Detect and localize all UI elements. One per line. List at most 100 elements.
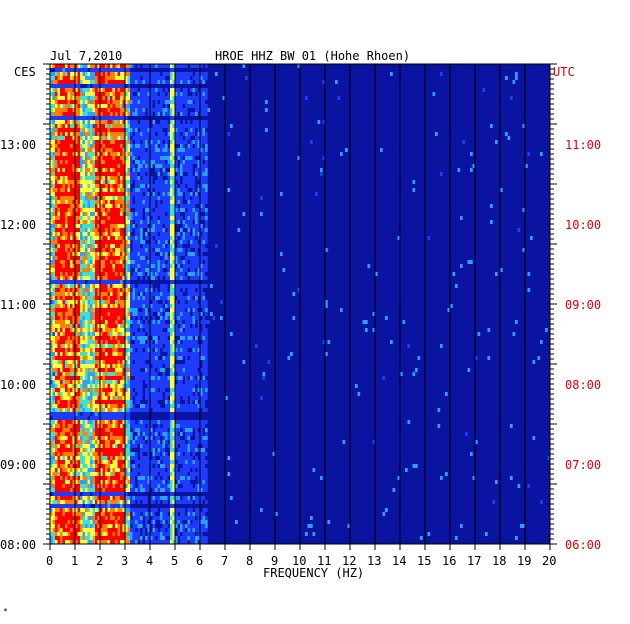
spectrogram-cell [50, 100, 53, 104]
spectrogram-cell [115, 108, 118, 112]
spectrogram-cell [115, 68, 118, 72]
spectrogram-cell [165, 332, 168, 336]
spectrogram-cell [220, 300, 223, 304]
spectrogram-cell [125, 188, 128, 192]
spectrogram-cell [135, 236, 138, 240]
spectrogram-cell [100, 160, 103, 164]
spectrogram-cell [137, 152, 141, 156]
spectrogram-cell [75, 324, 78, 328]
spectrogram-cell [172, 368, 176, 372]
spectrogram-cell [150, 144, 153, 148]
spectrogram-cell [115, 228, 118, 232]
spectrogram-cell [182, 72, 186, 76]
spectrogram-cell [157, 256, 161, 260]
spectrogram-cell [180, 124, 183, 128]
spectrogram-cell [60, 400, 63, 404]
spectrogram-cell [190, 384, 193, 388]
spectrogram-cell [160, 128, 163, 132]
spectrogram-cell [160, 328, 163, 332]
spectrogram-cell [102, 152, 106, 156]
spectrogram-cell [137, 204, 141, 208]
spectrogram-cell [95, 152, 98, 156]
spectrogram-cell [175, 308, 178, 312]
spectrogram-cell [165, 400, 168, 404]
spectrogram-cell [142, 108, 146, 112]
spectrogram-cell [155, 192, 158, 196]
spectrogram-cell [97, 204, 101, 208]
spectrogram-cell [127, 364, 131, 368]
spectrogram-cell [120, 192, 123, 196]
spectrogram-cell [175, 192, 178, 196]
spectrogram-cell [262, 376, 266, 380]
spectrogram-cell [57, 108, 61, 112]
spectrogram-cell [130, 180, 133, 184]
spectrogram-cell [202, 324, 206, 328]
spectrogram-cell [175, 152, 178, 156]
spectrogram-cell [52, 332, 56, 336]
spectrogram-cell [167, 344, 171, 348]
spectrogram-cell [202, 112, 206, 116]
spectrogram-cell [187, 344, 191, 348]
spectrogram-cell [357, 392, 361, 396]
spectrogram-cell [87, 192, 91, 196]
spectrogram-cell [200, 176, 203, 180]
spectrogram-cell [70, 124, 73, 128]
spectrogram-cell [132, 224, 136, 228]
spectrogram-cell [152, 140, 156, 144]
spectrogram-cell [120, 324, 123, 328]
spectrogram-cell [102, 104, 106, 108]
spectrogram-cell [147, 152, 151, 156]
spectrogram-cell [120, 288, 123, 292]
spectrogram-cell [157, 176, 161, 180]
spectrogram-cell [85, 324, 88, 328]
spectrogram-cell [97, 164, 101, 168]
spectrogram-cell [150, 88, 153, 92]
spectrogram-cell [70, 232, 73, 236]
spectrogram-cell [100, 292, 103, 296]
spectrogram-cell [65, 400, 68, 404]
spectrogram-cell [52, 368, 56, 372]
spectrogram-cell [190, 128, 193, 132]
spectrogram-cell [147, 160, 151, 164]
spectrogram-cell [67, 392, 71, 396]
spectrogram-cell [192, 352, 196, 356]
spectrogram-cell [65, 328, 68, 332]
spectrogram-cell [65, 132, 68, 136]
spectrogram-cell [67, 268, 71, 272]
spectrogram-cell [117, 348, 121, 352]
spectrogram-cell [100, 228, 103, 232]
spectrogram-cell [62, 368, 66, 372]
spectrogram-cell [172, 384, 176, 388]
spectrogram-cell [127, 328, 131, 332]
spectrogram-cell [80, 372, 83, 376]
spectrogram-cell [175, 332, 178, 336]
spectrogram-cell [127, 96, 131, 100]
spectrogram-cell [112, 332, 116, 336]
spectrogram-cell [57, 188, 61, 192]
spectrogram-cell [205, 308, 208, 312]
spectrogram-cell [75, 368, 78, 372]
spectrogram-cell [175, 96, 178, 100]
spectrogram-cell [152, 128, 156, 132]
spectrogram-cell [62, 156, 66, 160]
spectrogram-cell [60, 168, 63, 172]
spectrogram-cell [172, 80, 176, 84]
spectrogram-cell [117, 376, 121, 380]
spectrogram-cell [105, 72, 108, 76]
spectrogram-cell [70, 292, 73, 296]
spectrogram-cell [170, 128, 173, 132]
spectrogram-cell [67, 164, 71, 168]
spectrogram-cell [170, 156, 173, 160]
spectrogram-cell [72, 132, 76, 136]
spectrogram-cell [147, 396, 151, 400]
spectrogram-cell [205, 392, 208, 396]
spectrogram-cell [67, 372, 71, 376]
spectrogram-cell [52, 280, 56, 284]
spectrogram-cell [62, 264, 66, 268]
spectrogram-cell [205, 132, 208, 136]
spectrogram-cell [132, 204, 136, 208]
spectrogram-cell [95, 144, 98, 148]
spectrogram-cell [70, 308, 73, 312]
spectrogram-cell [147, 120, 151, 124]
spectrogram-cell [77, 92, 81, 96]
